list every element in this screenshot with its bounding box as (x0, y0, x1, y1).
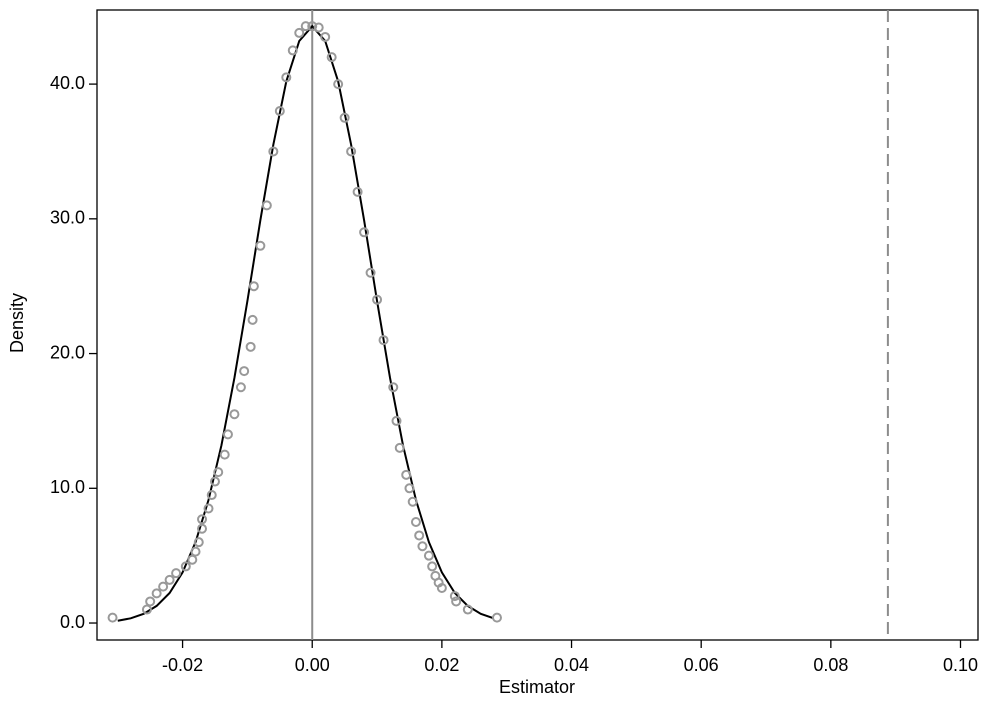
x-tick-label: -0.02 (162, 655, 203, 675)
density-point (245, 341, 256, 352)
density-point (352, 186, 363, 197)
density-point (197, 514, 208, 525)
density-point (206, 490, 217, 501)
y-tick-label: 0.0 (60, 612, 85, 632)
x-tick-label: 0.02 (424, 655, 459, 675)
x-tick-label: 0.00 (295, 655, 330, 675)
density-point (417, 541, 428, 552)
density-point (423, 550, 434, 561)
x-tick-label: 0.08 (813, 655, 848, 675)
density-point (229, 409, 240, 420)
x-tick-label: 0.10 (943, 655, 978, 675)
y-tick-label: 20.0 (50, 342, 85, 362)
density-point (410, 516, 421, 527)
y-tick-label: 40.0 (50, 73, 85, 93)
density-point (436, 582, 447, 593)
density-point (222, 429, 233, 440)
density-point (388, 382, 399, 393)
density-point (320, 31, 331, 42)
density-point (209, 476, 220, 487)
density-point (261, 200, 272, 211)
y-axis-label: Density (7, 293, 27, 353)
density-point (187, 554, 198, 565)
density-point (378, 335, 389, 346)
density-point (339, 112, 350, 123)
x-tick-label: 0.04 (554, 655, 589, 675)
density-point (151, 588, 162, 599)
density-point (255, 240, 266, 251)
x-axis-label: Estimator (499, 677, 575, 697)
density-point (213, 467, 224, 478)
density-point (451, 596, 462, 607)
density-point (248, 281, 259, 292)
density-point (313, 22, 324, 33)
plot-frame (96, 9, 979, 641)
density-point (462, 604, 473, 615)
density-point (164, 574, 175, 585)
density-point (365, 267, 376, 278)
density-point (219, 449, 230, 460)
density-point (300, 21, 311, 32)
density-point (394, 442, 405, 453)
density-point (193, 537, 204, 548)
density-point (372, 294, 383, 305)
density-point (268, 146, 279, 157)
density-point (333, 79, 344, 90)
density-point (239, 366, 250, 377)
density-point (326, 52, 337, 63)
density-point (145, 596, 156, 607)
density-point (307, 21, 318, 32)
y-tick-label: 30.0 (50, 208, 85, 228)
density-point (407, 496, 418, 507)
density-point (401, 469, 412, 480)
y-tick-label: 10.0 (50, 477, 85, 497)
density-point (203, 503, 214, 514)
density-point (391, 415, 402, 426)
x-tick-label: 0.06 (684, 655, 719, 675)
density-point (171, 568, 182, 579)
density-point (294, 27, 305, 38)
density-point (190, 546, 201, 557)
density-point (107, 612, 118, 623)
density-point (180, 561, 191, 572)
density-point (346, 146, 357, 157)
density-line (117, 24, 495, 622)
density-point (197, 523, 208, 534)
density-point (491, 612, 502, 623)
density-point (274, 106, 285, 117)
density-point (414, 530, 425, 541)
density-point (427, 561, 438, 572)
density-point (359, 227, 370, 238)
density-point (158, 581, 169, 592)
density-point (247, 314, 258, 325)
density-point (287, 45, 298, 56)
density-point (449, 591, 460, 602)
density-point (141, 604, 152, 615)
density-point (404, 483, 415, 494)
density-point (281, 72, 292, 83)
density-point (235, 382, 246, 393)
